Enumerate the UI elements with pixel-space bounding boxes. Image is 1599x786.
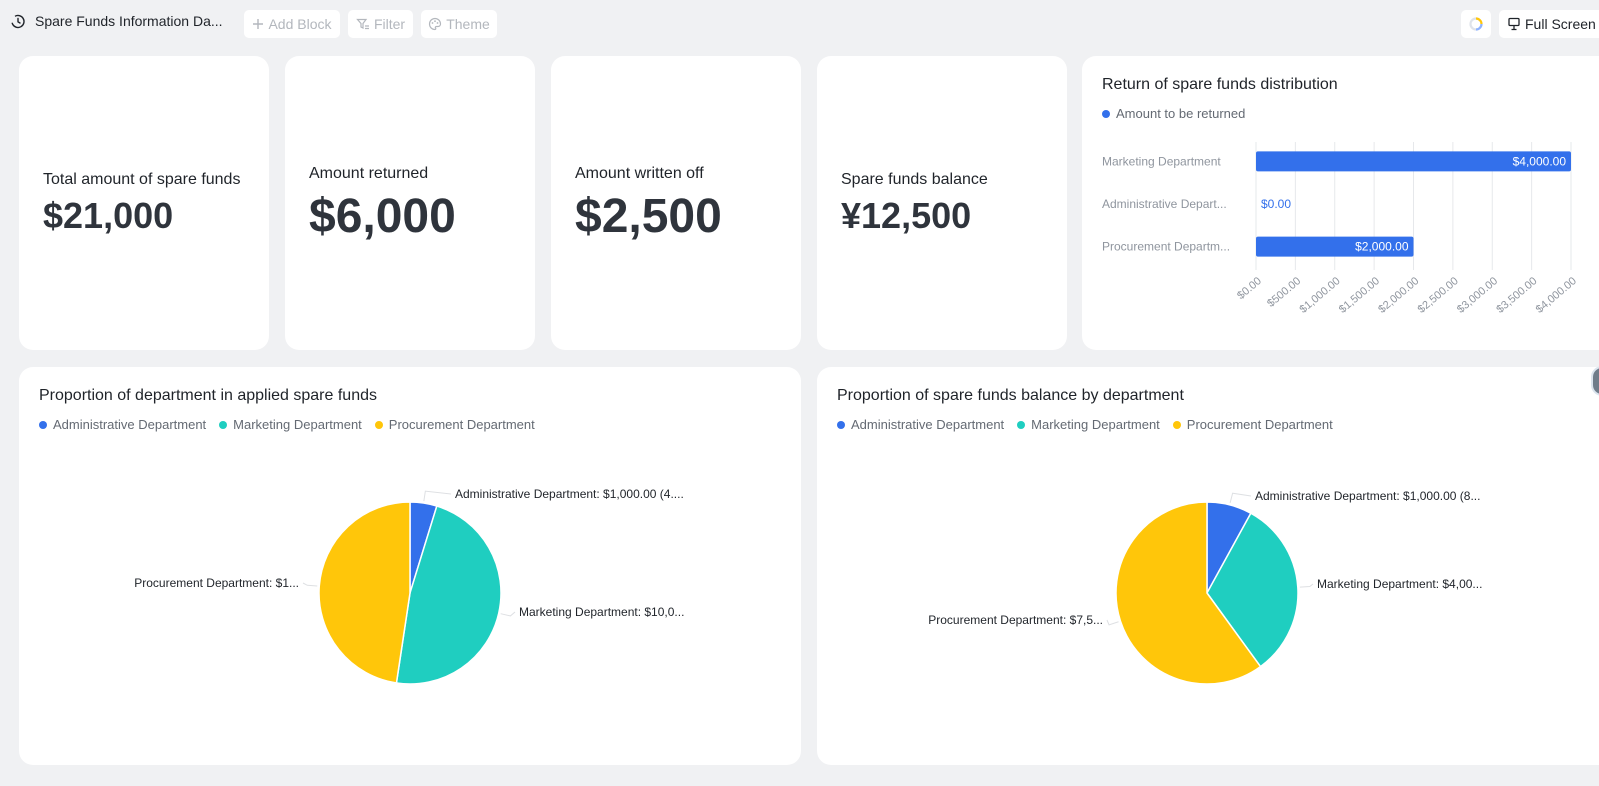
chart-title: Proportion of spare funds balance by dep… — [837, 387, 1184, 404]
stat-label: Amount written off — [575, 165, 704, 182]
page-title: Spare Funds Information Da... — [35, 13, 223, 29]
pie-data-label: Marketing Department: $10,0... — [519, 605, 684, 619]
theme-label: Theme — [446, 16, 490, 32]
x-tick-label: $1,000.00 — [1297, 275, 1342, 316]
stat-label: Spare funds balance — [841, 171, 988, 188]
legend-dot — [1102, 109, 1110, 118]
legend-label: Procurement Department — [388, 417, 535, 432]
pie-data-label: Procurement Department: $7,5... — [928, 613, 1103, 627]
theme-button[interactable]: Theme — [421, 10, 497, 38]
legend-label: Procurement Department — [1186, 417, 1333, 432]
legend-dot — [374, 420, 383, 429]
chart-legend: Amount to be returned — [1102, 106, 1245, 121]
plus-icon — [253, 19, 264, 29]
stat-card-balance[interactable]: Spare funds balance ¥12,500 — [817, 56, 1067, 350]
bar-data-label: $4,000.00 — [1513, 154, 1567, 168]
legend-dot — [1172, 420, 1181, 429]
pie-leader-line — [1299, 583, 1314, 588]
bar-chart: $0.00 $500.00$1,000.00$1,500.00$2,000.00$… — [1102, 142, 1579, 316]
legend-item-administrative[interactable]: Administrative Department — [837, 417, 1004, 432]
presentation-icon — [1508, 17, 1520, 31]
chart-title: Return of spare funds distribution — [1102, 76, 1338, 93]
pie-chart-card-applied[interactable]: Proportion of department in applied spar… — [19, 367, 801, 765]
x-tick-label: $500.00 — [1265, 275, 1303, 310]
filter-label: Filter — [373, 16, 406, 32]
legend-item-marketing[interactable]: Marketing Department — [1017, 417, 1160, 432]
full-screen-label: Full Screen — [1525, 16, 1596, 32]
bar-data-label: $0.00 — [1261, 197, 1291, 211]
legend-label: Amount to be returned — [1116, 106, 1246, 121]
pie-leader-line — [1106, 619, 1119, 626]
loading-spinner-icon — [1469, 17, 1483, 31]
full-screen-button[interactable]: Full Screen — [1499, 10, 1599, 38]
pie-leader-line — [500, 611, 516, 617]
palette-icon — [429, 17, 442, 31]
legend-item-administrative[interactable]: Administrative Department — [39, 417, 206, 432]
filter-icon — [356, 18, 369, 30]
pie-leader-line — [423, 490, 452, 502]
pie-chart: Administrative Department: $1,000.00 (4.… — [134, 487, 684, 685]
stat-label: Total amount of spare funds — [43, 171, 241, 188]
y-category-label: Procurement Departm... — [1102, 240, 1230, 254]
legend-dot — [39, 420, 47, 429]
pie-slice — [1206, 512, 1299, 668]
stat-value: $6,000 — [309, 190, 456, 243]
bar — [1256, 151, 1571, 172]
x-tick-label: $0.00 — [1235, 275, 1264, 302]
legend-label: Administrative Department — [53, 417, 207, 432]
x-tick-label: $4,000.00 — [1534, 275, 1579, 316]
refresh-status-button[interactable] — [1461, 10, 1491, 38]
stat-card-written-off[interactable]: Amount written off $2,500 — [551, 56, 801, 350]
pie-slice — [1115, 501, 1262, 685]
stat-value: $2,500 — [575, 190, 722, 243]
pie-slice — [395, 505, 502, 685]
x-tick-label: $3,000.00 — [1455, 275, 1500, 316]
bar-data-label: $2,000.00 — [1355, 240, 1409, 254]
pie-leader-line — [1229, 492, 1252, 504]
x-tick-label: $2,500.00 — [1416, 275, 1461, 316]
stat-card-total[interactable]: Total amount of spare funds $21,000 — [19, 56, 269, 350]
chart-title: Proportion of department in applied spar… — [39, 387, 377, 404]
legend-dot — [219, 420, 228, 429]
pie-slice — [318, 501, 411, 684]
top-bar: Spare Funds Information Da... Add Block … — [0, 0, 1599, 48]
avatar[interactable] — [1591, 366, 1599, 396]
pie-data-label: Procurement Department: $1... — [134, 576, 299, 590]
add-block-label: Add Block — [268, 16, 332, 32]
y-category-label: Administrative Depart... — [1102, 197, 1227, 211]
dashboard-title-area: Spare Funds Information Da... — [10, 13, 223, 29]
history-icon[interactable] — [10, 13, 26, 29]
pie-data-label: Administrative Department: $1,000.00 (4.… — [455, 487, 684, 501]
chart-legend: Administrative Department Marketing Depa… — [837, 417, 1333, 432]
legend-label: Marketing Department — [1031, 417, 1160, 432]
y-category-label: Marketing Department — [1102, 154, 1221, 168]
x-tick-label: $2,000.00 — [1376, 275, 1421, 316]
chart-legend: Administrative Department Marketing Depa… — [39, 417, 535, 432]
pie-data-label: Marketing Department: $4,00... — [1317, 577, 1482, 591]
stat-value: ¥12,500 — [841, 195, 972, 236]
legend-dot — [1017, 420, 1026, 429]
legend-item-procurement[interactable]: Procurement Department — [374, 417, 535, 432]
legend-label: Marketing Department — [233, 417, 362, 432]
pie-chart-card-balance[interactable]: Proportion of spare funds balance by dep… — [817, 367, 1599, 765]
legend-item[interactable]: Amount to be returned — [1102, 106, 1245, 121]
stat-label: Amount returned — [309, 165, 429, 182]
bar — [1256, 236, 1414, 257]
stat-value: $21,000 — [43, 195, 174, 236]
legend-item-procurement[interactable]: Procurement Department — [1172, 417, 1333, 432]
pie-data-label: Administrative Department: $1,000.00 (8.… — [1255, 489, 1480, 503]
legend-dot — [837, 420, 845, 429]
pie-chart: Administrative Department: $1,000.00 (8.… — [928, 489, 1482, 685]
add-block-button[interactable]: Add Block — [244, 10, 340, 38]
stat-card-returned[interactable]: Amount returned $6,000 — [285, 56, 535, 350]
legend-label: Administrative Department — [851, 417, 1005, 432]
x-tick-label: $1,500.00 — [1337, 275, 1382, 316]
x-tick-label: $3,500.00 — [1494, 275, 1539, 316]
pie-leader-line — [302, 582, 318, 587]
bar-chart-card[interactable]: Return of spare funds distribution Amoun… — [1082, 56, 1599, 350]
legend-item-marketing[interactable]: Marketing Department — [219, 417, 362, 432]
filter-button[interactable]: Filter — [348, 10, 413, 38]
